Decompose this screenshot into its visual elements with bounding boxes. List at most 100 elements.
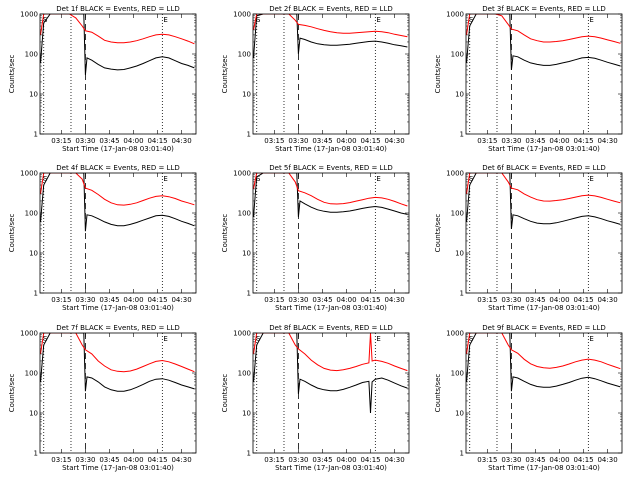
end-marker-label: E [589, 175, 593, 183]
chart-panel-7: Det 7f BLACK = Events, RED = LLD 1 10 100 10… [8, 324, 197, 472]
y-tick-label: 1000 [446, 11, 464, 19]
series-line-lld [40, 173, 195, 206]
y-tick-label: 10 [455, 410, 464, 418]
series-line-events [40, 14, 195, 75]
x-axis-label: Start Time (17-Jan-08 03:01:40) [62, 145, 174, 153]
x-tick-label: 04:15 [573, 296, 593, 304]
x-tick-label: 03:15 [477, 137, 497, 145]
plot-frame [252, 172, 410, 294]
y-tick-label: 10 [29, 91, 38, 99]
x-tick-label: 03:30 [288, 137, 308, 145]
x-tick-label: 04:15 [573, 456, 593, 464]
x-tick-label: 04:00 [549, 137, 569, 145]
series-line-events [253, 333, 408, 414]
plot-frame [252, 13, 410, 135]
start-marker-label: S [256, 16, 261, 24]
x-tick-label: 04:30 [384, 296, 404, 304]
y-axis-label: Counts/sec [434, 374, 442, 413]
y-axis-label: Counts/sec [221, 374, 229, 413]
y-tick-label: 100 [451, 210, 464, 218]
x-tick-label: 04:30 [171, 137, 191, 145]
y-tick-label: 100 [238, 370, 251, 378]
series-line-lld [466, 14, 621, 44]
x-tick-label: 04:00 [123, 296, 143, 304]
plot-frame [465, 13, 623, 135]
x-tick-label: 03:15 [264, 296, 284, 304]
end-marker-label: E [376, 175, 380, 183]
x-tick-label: 03:15 [51, 296, 71, 304]
end-marker-label: E [589, 16, 593, 24]
x-tick-label: 03:45 [312, 137, 332, 145]
x-tick-label: 04:15 [147, 137, 167, 145]
chart-title: Det 9f BLACK = Events, RED = LLD [482, 324, 605, 332]
chart-panel-5: Det 5f BLACK = Events, RED = LLD 1 10 100 10… [221, 164, 410, 312]
plot-frame [39, 172, 197, 294]
y-tick-label: 1 [247, 131, 251, 139]
series-group [466, 173, 621, 229]
y-tick-label: 1000 [20, 330, 38, 338]
series-line-lld [40, 14, 195, 45]
y-tick-label: 10 [242, 410, 251, 418]
x-tick-label: 03:30 [75, 456, 95, 464]
y-axis-label: Counts/sec [434, 55, 442, 94]
series-group [40, 333, 195, 392]
x-tick-label: 03:45 [525, 137, 545, 145]
x-tick-label: 03:30 [288, 456, 308, 464]
y-tick-label: 100 [25, 210, 38, 218]
chart-title: Det 3f BLACK = Events, RED = LLD [482, 5, 605, 13]
x-axis-label: Start Time (17-Jan-08 03:01:40) [275, 464, 387, 472]
x-tick-label: 03:15 [51, 456, 71, 464]
y-tick-label: 100 [451, 370, 464, 378]
y-tick-label: 1000 [446, 330, 464, 338]
series-line-events [466, 14, 621, 70]
x-tick-label: 03:30 [288, 296, 308, 304]
y-tick-label: 10 [29, 250, 38, 258]
y-axis-label: Counts/sec [8, 374, 16, 413]
x-tick-label: 04:00 [336, 137, 356, 145]
start-marker-label: S [469, 335, 474, 343]
series-line-lld [40, 333, 195, 373]
y-tick-label: 1000 [233, 170, 251, 178]
chart-title: Det 8f BLACK = Events, RED = LLD [269, 324, 392, 332]
y-tick-label: 1000 [20, 11, 38, 19]
y-tick-label: 10 [455, 250, 464, 258]
y-axis-label: Counts/sec [8, 55, 16, 94]
x-tick-label: 04:30 [384, 456, 404, 464]
x-tick-label: 03:45 [99, 137, 119, 145]
chart-panel-6: Det 6f BLACK = Events, RED = LLD 1 10 100 10… [434, 164, 623, 312]
series-line-events [253, 14, 408, 58]
x-tick-label: 04:30 [597, 456, 617, 464]
x-tick-label: 04:00 [123, 456, 143, 464]
y-tick-label: 1000 [446, 170, 464, 178]
y-tick-label: 1 [460, 450, 464, 458]
x-tick-label: 03:15 [264, 137, 284, 145]
series-line-events [253, 173, 408, 217]
x-axis-label: Start Time (17-Jan-08 03:01:40) [488, 145, 600, 153]
x-tick-label: 03:45 [99, 296, 119, 304]
x-tick-label: 04:00 [336, 296, 356, 304]
chart-title: Det 6f BLACK = Events, RED = LLD [482, 164, 605, 172]
x-tick-label: 04:15 [360, 137, 380, 145]
plot-frame [39, 332, 197, 454]
chart-panel-8: Det 8f BLACK = Events, RED = LLD 1 10 100 10… [221, 324, 410, 472]
x-tick-label: 03:30 [501, 296, 521, 304]
x-tick-label: 03:45 [312, 456, 332, 464]
chart-panel-1: Det 1f BLACK = Events, RED = LLD 1 10 100 10… [8, 5, 197, 153]
x-axis-label: Start Time (17-Jan-08 03:01:40) [488, 304, 600, 312]
x-tick-label: 03:15 [264, 456, 284, 464]
x-tick-label: 04:30 [597, 137, 617, 145]
x-tick-label: 04:00 [549, 456, 569, 464]
chart-panel-4: Det 4f BLACK = Events, RED = LLD 1 10 100 10… [8, 164, 197, 312]
x-axis-label: Start Time (17-Jan-08 03:01:40) [275, 145, 387, 153]
x-tick-label: 04:30 [597, 296, 617, 304]
x-tick-label: 04:15 [573, 137, 593, 145]
x-tick-label: 03:45 [525, 296, 545, 304]
y-tick-label: 10 [242, 91, 251, 99]
end-marker-label: E [376, 16, 380, 24]
x-tick-label: 03:45 [525, 456, 545, 464]
chart-title: Det 4f BLACK = Events, RED = LLD [56, 164, 179, 172]
chart-title: Det 7f BLACK = Events, RED = LLD [56, 324, 179, 332]
chart-title: Det 5f BLACK = Events, RED = LLD [269, 164, 392, 172]
y-axis-label: Counts/sec [221, 214, 229, 253]
plot-frame [39, 13, 197, 135]
